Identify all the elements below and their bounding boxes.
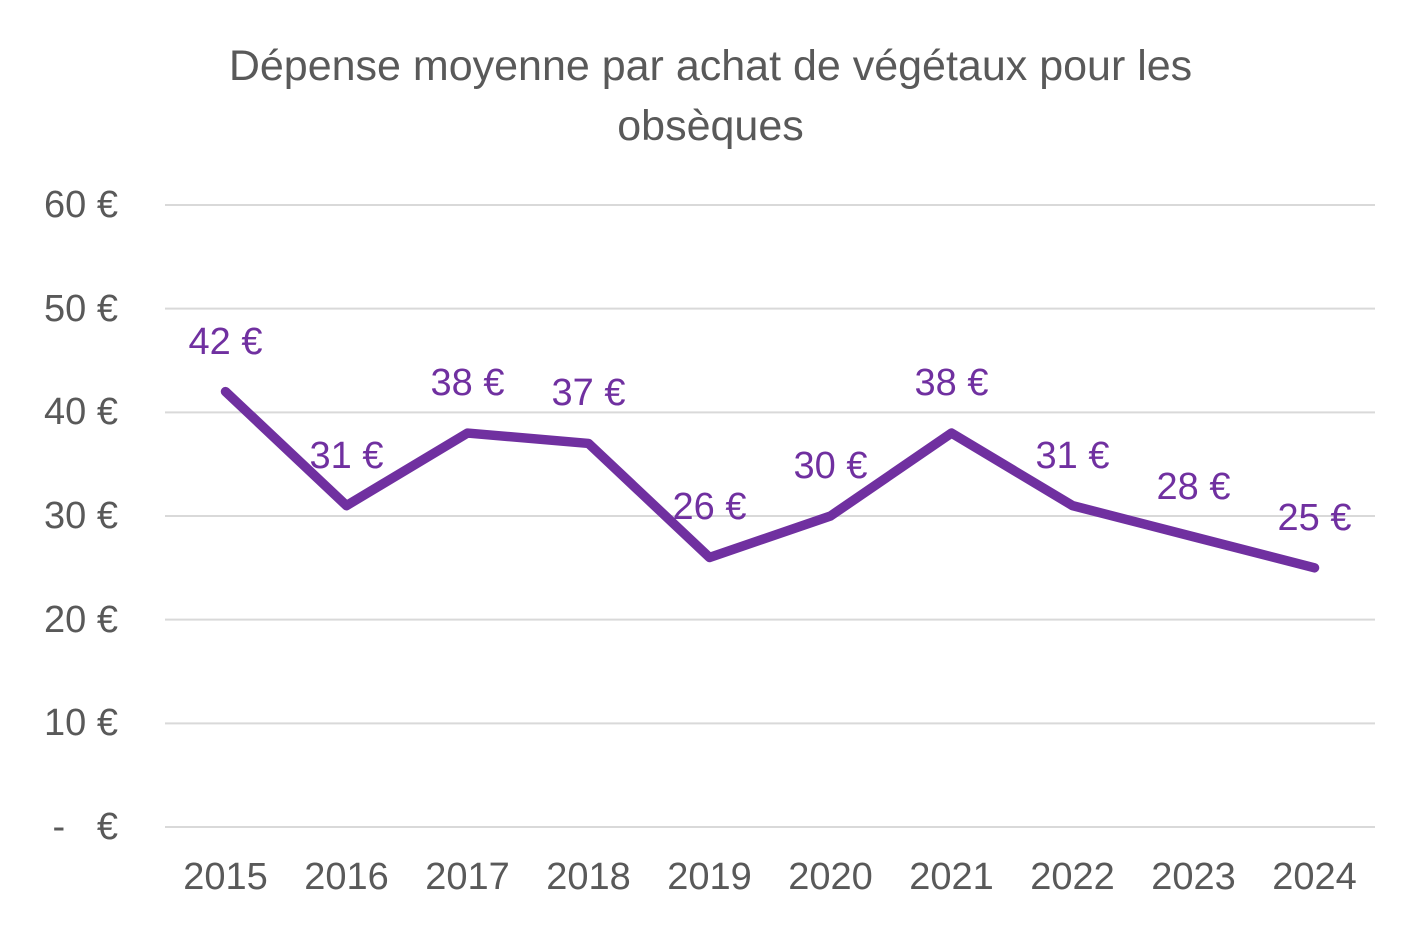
y-tick-label: 30 € <box>44 495 118 537</box>
x-axis-label: 2021 <box>909 856 994 898</box>
data-label: 31 € <box>1035 434 1110 477</box>
x-axis-label: 2022 <box>1030 856 1115 898</box>
data-label: 31 € <box>309 434 384 477</box>
x-axis-label: 2019 <box>667 856 752 898</box>
gridlines-group <box>165 204 1375 828</box>
y-tick-label: 60 € <box>44 184 118 226</box>
data-label: 26 € <box>672 486 747 529</box>
series-line <box>220 386 1320 573</box>
x-axis-label: 2024 <box>1272 856 1357 898</box>
chart-title-line-1: Dépense moyenne par achat de végétaux po… <box>228 42 1193 90</box>
data-label: 42 € <box>188 320 263 363</box>
x-axis-label: 2015 <box>183 856 268 898</box>
x-axis-label: 2018 <box>546 856 631 898</box>
x-axis-label: 2020 <box>788 856 873 898</box>
y-tick-label: - € <box>52 806 118 848</box>
data-label: 28 € <box>1156 465 1231 508</box>
data-label: 30 € <box>793 445 868 487</box>
y-tick-label: 20 € <box>44 598 118 641</box>
y-tick-label: 50 € <box>44 287 118 330</box>
x-axis-label: 2023 <box>1151 856 1236 898</box>
data-label: 25 € <box>1277 496 1352 539</box>
chart-title: Dépense moyenne par achat de végétaux po… <box>0 36 1421 156</box>
x-axis-label: 2016 <box>304 856 389 898</box>
data-label: 38 € <box>430 362 505 405</box>
y-tick-label: 40 € <box>44 391 118 434</box>
data-label: 37 € <box>551 372 626 415</box>
x-axis-label: 2017 <box>425 856 510 898</box>
chart-title-line-2: obsèques <box>617 102 804 150</box>
data-label: 38 € <box>914 362 989 405</box>
y-tick-label: 10 € <box>44 702 118 745</box>
